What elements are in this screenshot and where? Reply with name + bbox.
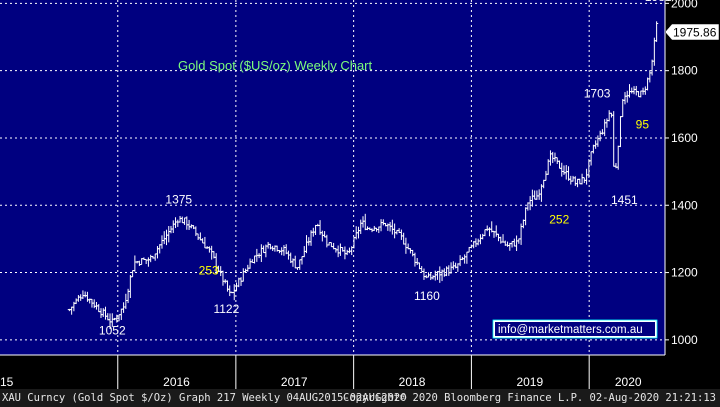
footer-bar: XAU Curncy (Gold Spot $/Oz) Graph 217 We… <box>0 389 720 407</box>
y-tick-label: 1600 <box>671 131 698 145</box>
x-year-label: 2020 <box>615 375 642 389</box>
annotations: 1981 1375 1703 253 1122 1052 1160 252 1451 95 <box>99 0 672 337</box>
annotation-label: 1981 <box>645 0 672 4</box>
annotation-label: 1052 <box>99 323 126 337</box>
annotation-label: 1160 <box>414 289 440 303</box>
annotation-label: 1122 <box>213 302 239 316</box>
x-year-label: 2015 <box>0 375 14 389</box>
axis-band <box>0 355 665 389</box>
x-axis: 2015 2016 2017 2018 2019 2020 <box>0 354 665 389</box>
annotation-label: 1375 <box>165 193 192 207</box>
price-series <box>67 21 659 329</box>
annotation-label: 95 <box>636 118 650 132</box>
annotation-label: 252 <box>549 212 569 226</box>
y-tick-label: 2000 <box>671 0 698 10</box>
x-year-label: 2019 <box>516 375 543 389</box>
x-year-label: 2017 <box>281 375 308 389</box>
footer-security-info: XAU Curncy (Gold Spot $/Oz) Graph 217 We… <box>2 392 407 404</box>
chart-title: Gold Spot ($US/oz) Weekly Chart <box>178 58 372 73</box>
y-tick-label: 1000 <box>671 333 698 347</box>
annotation-label: 1451 <box>611 193 638 207</box>
annotation-label: 253 <box>199 264 219 278</box>
grid-layer <box>0 0 665 355</box>
x-year-label: 2016 <box>163 375 190 389</box>
last-price-label: 1975.86 <box>673 26 717 40</box>
y-tick-label: 1800 <box>671 64 698 78</box>
y-axis: 1000 1200 1400 1600 1800 2000 <box>664 0 698 355</box>
x-year-label: 2018 <box>399 375 426 389</box>
email-box: info@marketmatters.com.au <box>492 319 658 339</box>
footer-copyright: Copyright© 2020 Bloomberg Finance L.P. 0… <box>343 392 716 404</box>
y-tick-label: 1200 <box>671 266 698 280</box>
y-tick-label: 1400 <box>671 198 698 212</box>
last-price-tag: 1975.86 <box>664 23 720 41</box>
plot-area <box>0 0 665 355</box>
email-text: info@marketmatters.com.au <box>498 324 643 336</box>
annotation-label: 1703 <box>584 86 611 100</box>
